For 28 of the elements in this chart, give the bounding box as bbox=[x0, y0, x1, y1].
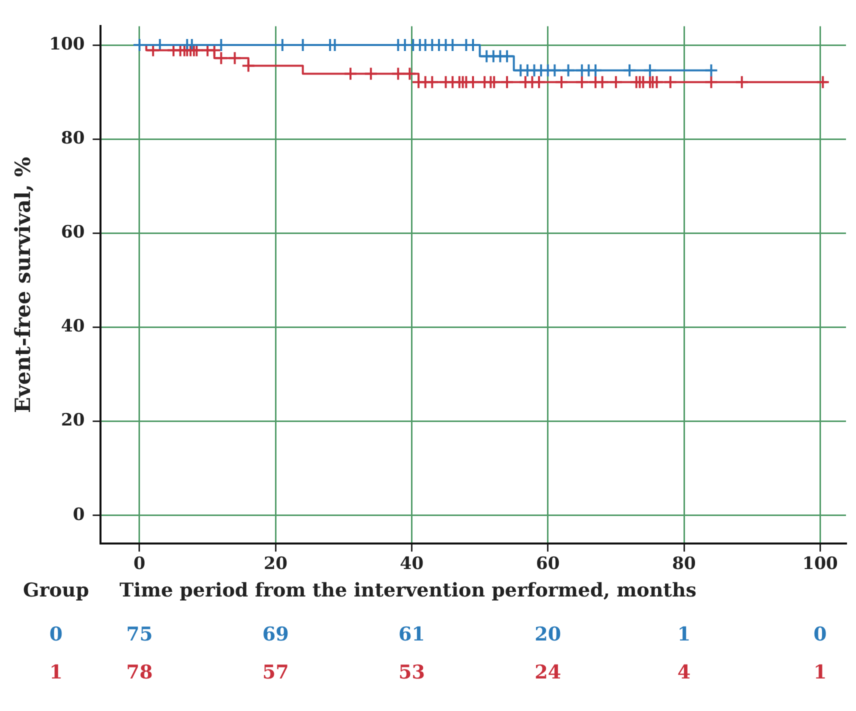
text: 0 bbox=[814, 624, 827, 646]
y-tick-label: 0 bbox=[72, 504, 85, 525]
text: 57 bbox=[262, 662, 289, 684]
text: 53 bbox=[398, 662, 425, 684]
x-tick-label: 20 bbox=[264, 554, 288, 574]
x-tick-label: 80 bbox=[672, 554, 696, 574]
text: Group bbox=[22, 580, 90, 602]
x-axis-title: Time period from the intervention performed, months bbox=[119, 580, 696, 602]
text: 61 bbox=[398, 624, 425, 646]
y-axis-title: Event-free survival, % bbox=[10, 156, 36, 413]
text: 78 bbox=[126, 662, 153, 684]
text: 24 bbox=[534, 662, 562, 684]
y-tick-label: 60 bbox=[61, 222, 85, 243]
text: 4 bbox=[677, 662, 691, 684]
text: 1 bbox=[49, 662, 63, 684]
y-tick-label: 80 bbox=[61, 128, 85, 149]
text: 1 bbox=[677, 624, 691, 646]
y-tick-label: 100 bbox=[49, 34, 85, 54]
x-tick-label: 60 bbox=[536, 554, 560, 574]
text: 20 bbox=[534, 624, 562, 646]
y-tick-label: 40 bbox=[61, 316, 85, 337]
text: 1 bbox=[814, 662, 827, 684]
text: 69 bbox=[262, 624, 289, 646]
x-tick-label: 0 bbox=[134, 554, 146, 574]
text: 75 bbox=[126, 624, 153, 646]
y-tick-label: 20 bbox=[61, 410, 85, 431]
x-tick-label: 40 bbox=[400, 554, 424, 574]
x-tick-label: 100 bbox=[802, 554, 838, 574]
